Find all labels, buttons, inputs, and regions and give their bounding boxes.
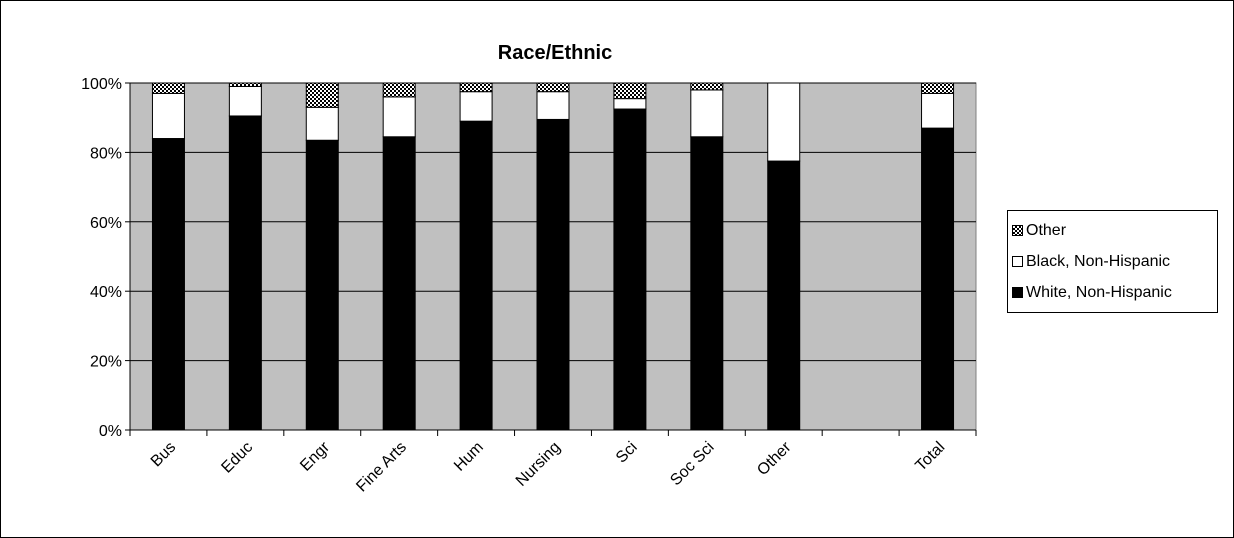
- bar-segment: [536, 82, 570, 93]
- legend-label: White, Non-Hispanic: [1026, 283, 1172, 301]
- legend-swatch: [1012, 287, 1023, 298]
- legend-swatch: [1012, 256, 1023, 267]
- bar-segment: [228, 85, 262, 117]
- bar-segment: [151, 138, 185, 431]
- bar-segment: [690, 82, 724, 91]
- bar-segment: [921, 82, 955, 94]
- bar-segment: [382, 136, 416, 431]
- bar-segment: [305, 139, 339, 431]
- legend-swatch: [1012, 225, 1023, 236]
- x-tick-label: Nursing: [513, 439, 564, 490]
- y-tick-label: 0%: [99, 423, 122, 440]
- bar-segment: [382, 96, 416, 138]
- legend: Other Black, Non-Hispanic White, Non-Hispa…: [1007, 210, 1218, 313]
- bar-segment: [228, 82, 262, 87]
- legend-item: White, Non-Hispanic: [1012, 277, 1217, 308]
- bar-segment: [613, 82, 647, 100]
- x-tick-label: Total: [912, 439, 948, 475]
- x-tick-label: Engr: [297, 438, 333, 474]
- x-tick-label: Other: [754, 438, 795, 479]
- y-tick-label: 20%: [90, 354, 122, 371]
- chart-title: Race/Ethnic: [498, 42, 612, 64]
- bar-segment: [690, 89, 724, 138]
- bar-segment: [613, 98, 647, 110]
- bar-segment: [151, 82, 185, 94]
- x-tick-label: Educ: [218, 439, 256, 477]
- bar-segment: [382, 82, 416, 98]
- x-tick-label: Bus: [148, 439, 180, 471]
- bar-segment: [459, 120, 493, 431]
- y-tick-label: 60%: [90, 215, 122, 232]
- bar-segment: [767, 82, 801, 162]
- bar-segment: [921, 127, 955, 431]
- bar-segment: [228, 115, 262, 431]
- bar-segment: [921, 92, 955, 129]
- bar-segment: [536, 118, 570, 431]
- legend-item: Black, Non-Hispanic: [1012, 246, 1217, 277]
- y-tick-label: 40%: [90, 284, 122, 301]
- bar-segment: [459, 82, 493, 93]
- bars: [151, 82, 955, 431]
- legend-item: Other: [1012, 215, 1217, 246]
- y-tick-label: 80%: [90, 145, 122, 162]
- bar-segment: [151, 92, 185, 140]
- x-tick-label: Soc Sci: [667, 439, 717, 489]
- bar-segment: [767, 160, 801, 431]
- y-tick-label: 100%: [81, 76, 122, 93]
- bar-segment: [459, 91, 493, 122]
- bar-segment: [305, 82, 339, 108]
- bar-segment: [613, 108, 647, 431]
- x-tick-label: Sci: [613, 439, 641, 467]
- bar-segment: [305, 106, 339, 141]
- legend-label: Other: [1026, 221, 1067, 239]
- x-tick-label: Fine Arts: [353, 439, 410, 496]
- legend-label: Black, Non-Hispanic: [1026, 252, 1171, 270]
- x-tick-label: Hum: [451, 439, 487, 475]
- bar-segment: [690, 136, 724, 431]
- bar-segment: [536, 91, 570, 120]
